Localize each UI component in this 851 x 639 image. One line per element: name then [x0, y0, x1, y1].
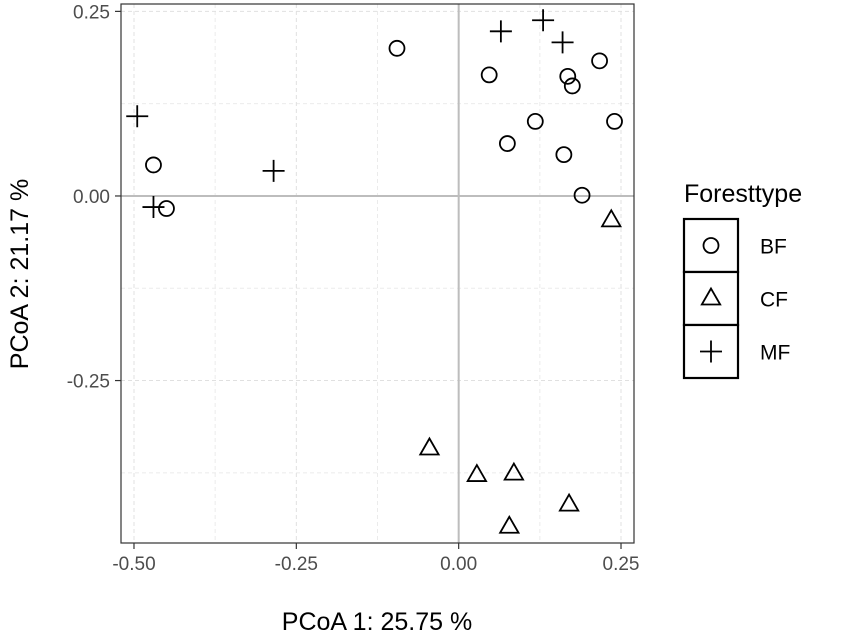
point-bf: [526, 112, 544, 130]
point-mf: [262, 159, 285, 182]
legend-key-box: [682, 217, 740, 274]
legend: Foresttype BF CF MF: [682, 180, 802, 380]
legend-key-box: [682, 270, 740, 327]
legend-label-bf: BF: [760, 236, 787, 259]
data-points: [126, 9, 623, 534]
point-bf: [555, 146, 573, 164]
point-bf: [480, 66, 498, 84]
y-tick-label: 0.25: [73, 2, 110, 23]
legend-key-mf: [700, 340, 722, 363]
point-bf: [158, 200, 175, 217]
legend-key-bf: [702, 237, 720, 254]
point-bf: [559, 67, 577, 85]
point-mf: [142, 196, 165, 219]
point-bf: [145, 156, 162, 174]
legend-label-cf: CF: [760, 289, 788, 312]
point-cf: [498, 514, 521, 534]
point-cf: [600, 208, 623, 228]
legend-items: BF CF MF: [682, 217, 790, 380]
point-bf: [573, 186, 591, 204]
point-bf: [388, 39, 406, 57]
x-tick-label: 0.25: [603, 554, 640, 575]
axis-ticks: -0.50 -0.25 0.00 0.25 0.25 0.00 -0.25: [67, 2, 640, 575]
plot-panel-border: [120, 3, 635, 544]
point-mf: [532, 9, 555, 32]
point-mf: [126, 105, 149, 128]
legend-title: Foresttype: [684, 180, 802, 208]
y-tick-label: -0.25: [67, 372, 110, 393]
point-bf: [591, 52, 608, 70]
point-bf: [498, 135, 516, 152]
legend-label-mf: MF: [760, 342, 790, 365]
y-tick-label: 0.00: [73, 187, 110, 208]
x-axis-title: PCoA 1: 25.75 %: [282, 608, 472, 636]
point-mf: [489, 20, 512, 43]
x-tick-label: 0.00: [440, 554, 477, 575]
point-cf: [503, 461, 525, 481]
point-mf: [551, 31, 574, 54]
point-cf: [418, 436, 441, 456]
x-tick-label: -0.50: [112, 554, 155, 575]
y-axis-title: PCoA 2: 21.17 %: [6, 179, 34, 369]
point-bf: [606, 112, 623, 130]
legend-key-cf: [700, 286, 722, 306]
gridlines: [121, 4, 634, 543]
point-bf: [563, 77, 581, 95]
point-cf: [558, 492, 580, 512]
x-tick-label: -0.25: [275, 554, 318, 575]
point-cf: [466, 463, 488, 482]
